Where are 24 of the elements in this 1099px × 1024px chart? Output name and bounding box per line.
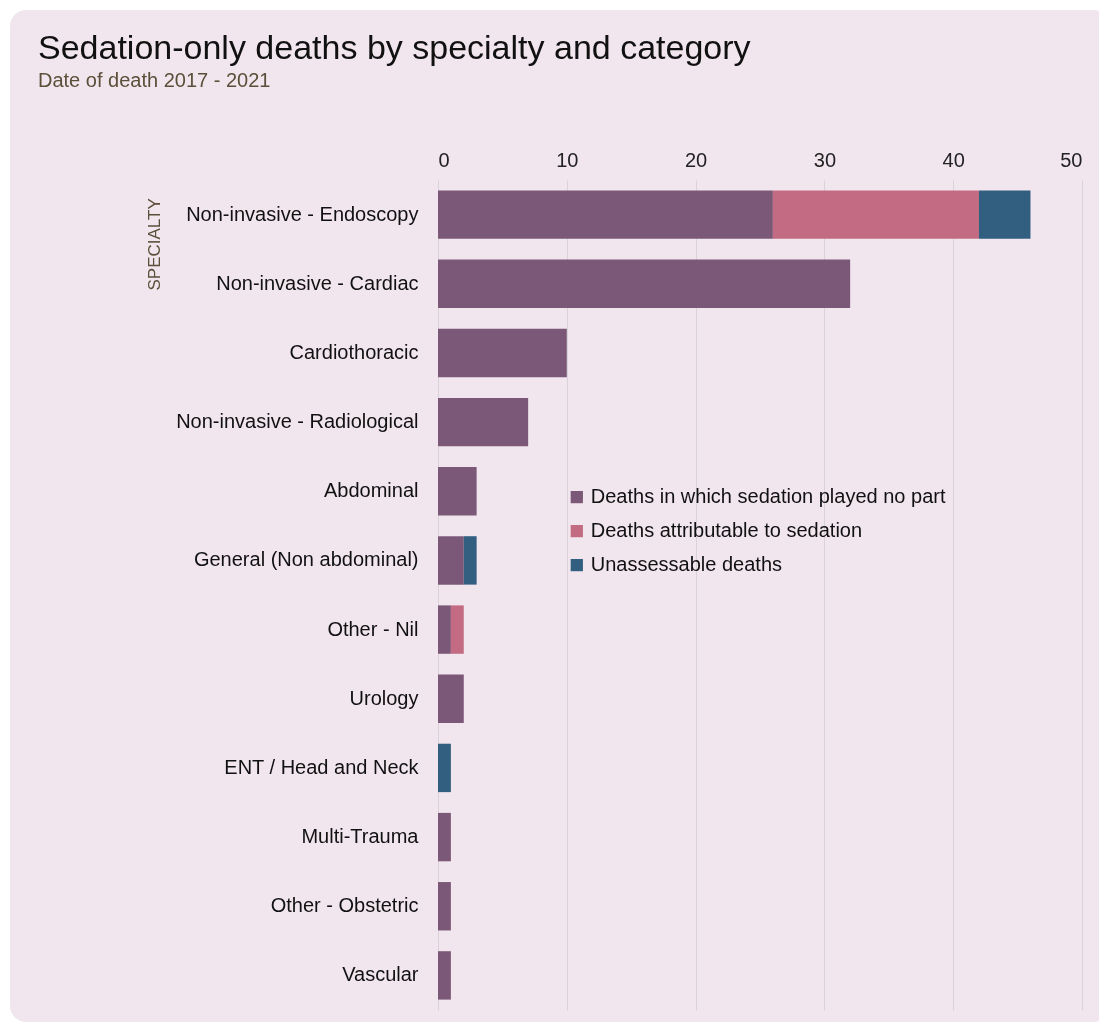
- y-tick-label: Abdominal: [323, 479, 419, 502]
- legend-label: Deaths in which sedation played no part: [590, 485, 946, 508]
- x-tick-label: 50: [1060, 148, 1083, 171]
- y-tick-label: Urology: [349, 686, 419, 709]
- x-tick-label: 30: [813, 148, 837, 171]
- chart-title: Sedation-only deaths by specialty and category: [38, 28, 751, 67]
- x-tick-label: 20: [684, 148, 708, 171]
- y-tick-label: Non-invasive - Endoscopy: [186, 202, 419, 225]
- legend-label: Deaths attributable to sedation: [590, 519, 863, 542]
- legend-label: Unassessable deaths: [590, 553, 783, 576]
- y-axis-title: SPECIALTY: [144, 198, 164, 291]
- x-tick-label: 0: [438, 148, 450, 171]
- x-tick-label: 40: [942, 148, 965, 171]
- y-tick-label: Cardiothoracic: [289, 340, 419, 363]
- y-tick-label: ENT / Head and Neck: [224, 755, 420, 778]
- y-tick-label: Vascular: [342, 963, 419, 986]
- y-tick-label: Multi-Trauma: [301, 825, 420, 848]
- y-tick-label: General (Non abdominal): [193, 548, 419, 571]
- y-tick-label: Other - Obstetric: [270, 894, 419, 917]
- y-tick-label: Non-invasive - Cardiac: [216, 271, 419, 294]
- y-tick-label: Other - Nil: [327, 617, 419, 640]
- y-tick-label: Non-invasive - Radiological: [176, 410, 419, 433]
- text: Date of death 2017 - 2021: [38, 69, 272, 92]
- x-tick-label: 10: [556, 148, 579, 171]
